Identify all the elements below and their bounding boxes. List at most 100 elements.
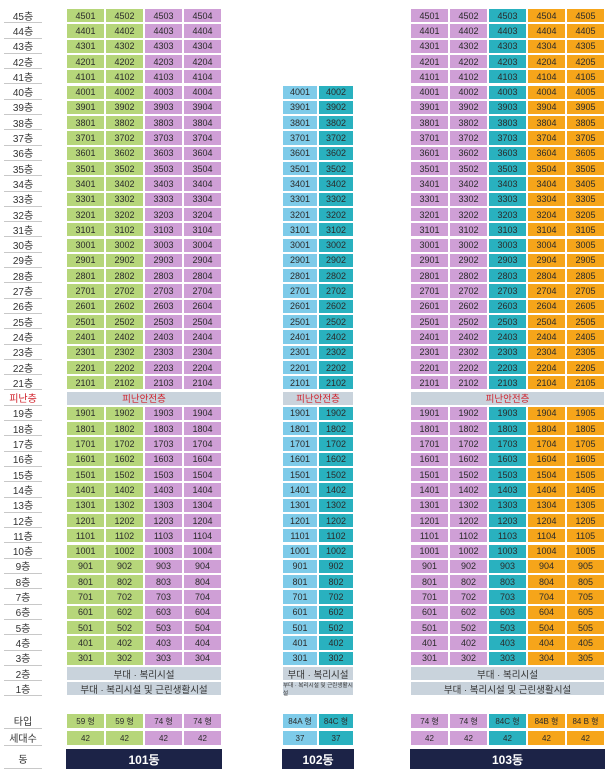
unit-cell[interactable]: 1002	[318, 543, 354, 559]
unit-cell[interactable]: 402	[449, 635, 488, 651]
unit-cell[interactable]: 2801	[66, 268, 105, 284]
unit-cell[interactable]: 4403	[488, 23, 527, 39]
unit-cell[interactable]: 1102	[318, 528, 354, 544]
unit-cell[interactable]: 1205	[566, 512, 605, 529]
unit-cell[interactable]: 3805	[566, 115, 605, 131]
unit-cell[interactable]: 2103	[488, 375, 527, 391]
unit-cell[interactable]: 3102	[449, 222, 488, 238]
unit-cell[interactable]: 2902	[449, 252, 488, 269]
unit-cell[interactable]: 4102	[105, 69, 144, 85]
unit-cell[interactable]: 3102	[105, 222, 144, 238]
unit-cell[interactable]: 1303	[488, 497, 527, 513]
unit-cell[interactable]: 1001	[410, 543, 449, 559]
unit-cell[interactable]: 2804	[527, 268, 566, 284]
unit-cell[interactable]: 1301	[66, 497, 105, 513]
unit-cell[interactable]: 2505	[566, 314, 605, 330]
unit-cell[interactable]: 303	[144, 650, 183, 666]
unit-cell[interactable]: 2204	[527, 359, 566, 376]
unit-cell[interactable]: 1101	[282, 528, 318, 544]
unit-cell[interactable]: 2803	[488, 268, 527, 284]
unit-cell[interactable]: 3802	[318, 115, 354, 131]
unit-cell[interactable]: 1702	[105, 436, 144, 452]
unit-cell[interactable]: 2203	[488, 359, 527, 376]
unit-cell[interactable]: 4302	[449, 38, 488, 54]
unit-cell[interactable]: 1304	[527, 497, 566, 513]
unit-cell[interactable]: 4201	[66, 53, 105, 70]
unit-cell[interactable]: 2901	[410, 252, 449, 269]
unit-cell[interactable]: 1004	[183, 543, 222, 559]
unit-cell[interactable]: 2202	[318, 359, 354, 376]
unit-cell[interactable]: 2102	[318, 375, 354, 391]
unit-cell[interactable]: 4304	[183, 38, 222, 54]
unit-cell[interactable]: 3302	[318, 191, 354, 207]
unit-cell[interactable]: 3003	[488, 237, 527, 253]
unit-cell[interactable]: 402	[318, 635, 354, 651]
unit-cell[interactable]: 2404	[527, 329, 566, 345]
unit-cell[interactable]: 703	[488, 589, 527, 605]
unit-cell[interactable]: 2203	[144, 359, 183, 376]
unit-cell[interactable]: 2101	[282, 375, 318, 391]
unit-cell[interactable]: 1404	[183, 482, 222, 498]
unit-cell[interactable]: 804	[183, 574, 222, 590]
unit-cell[interactable]: 1703	[488, 436, 527, 452]
unit-cell[interactable]: 3004	[527, 237, 566, 253]
unit-cell[interactable]: 1904	[527, 405, 566, 422]
unit-cell[interactable]: 903	[144, 558, 183, 575]
unit-cell[interactable]: 2704	[183, 283, 222, 299]
unit-cell[interactable]: 3002	[105, 237, 144, 253]
unit-cell[interactable]: 2601	[66, 298, 105, 314]
unit-cell[interactable]: 1203	[488, 512, 527, 529]
unit-cell[interactable]: 1303	[144, 497, 183, 513]
unit-cell[interactable]: 2403	[144, 329, 183, 345]
unit-cell[interactable]: 3103	[144, 222, 183, 238]
unit-cell[interactable]: 4303	[488, 38, 527, 54]
unit-cell[interactable]: 3202	[318, 206, 354, 223]
unit-cell[interactable]: 3204	[183, 206, 222, 223]
unit-cell[interactable]: 3403	[144, 176, 183, 192]
unit-cell[interactable]: 3803	[144, 115, 183, 131]
unit-cell[interactable]: 4105	[566, 69, 605, 85]
unit-cell[interactable]: 3104	[527, 222, 566, 238]
unit-cell[interactable]: 1603	[488, 451, 527, 467]
unit-cell[interactable]: 1602	[449, 451, 488, 467]
unit-cell[interactable]: 1801	[282, 421, 318, 437]
unit-cell[interactable]: 1005	[566, 543, 605, 559]
unit-cell[interactable]: 3602	[105, 145, 144, 161]
unit-cell[interactable]: 3301	[66, 191, 105, 207]
unit-cell[interactable]: 1402	[318, 482, 354, 498]
unit-cell[interactable]: 2101	[410, 375, 449, 391]
unit-cell[interactable]: 4201	[410, 53, 449, 70]
unit-cell[interactable]: 3105	[566, 222, 605, 238]
unit-cell[interactable]: 704	[183, 589, 222, 605]
unit-cell[interactable]: 1701	[66, 436, 105, 452]
unit-cell[interactable]: 1003	[144, 543, 183, 559]
unit-cell[interactable]: 4305	[566, 38, 605, 54]
unit-cell[interactable]: 1302	[449, 497, 488, 513]
unit-cell[interactable]: 2604	[527, 298, 566, 314]
unit-cell[interactable]: 2502	[449, 314, 488, 330]
unit-cell[interactable]: 1702	[449, 436, 488, 452]
unit-cell[interactable]: 3101	[282, 222, 318, 238]
unit-cell[interactable]: 1305	[566, 497, 605, 513]
unit-cell[interactable]: 2602	[105, 298, 144, 314]
unit-cell[interactable]: 604	[527, 604, 566, 620]
unit-cell[interactable]: 1502	[105, 467, 144, 483]
unit-cell[interactable]: 2703	[144, 283, 183, 299]
unit-cell[interactable]: 401	[410, 635, 449, 651]
unit-cell[interactable]: 1705	[566, 436, 605, 452]
unit-cell[interactable]: 1601	[410, 451, 449, 467]
unit-cell[interactable]: 3004	[183, 237, 222, 253]
unit-cell[interactable]: 1702	[318, 436, 354, 452]
unit-cell[interactable]: 1202	[105, 512, 144, 529]
unit-cell[interactable]: 903	[488, 558, 527, 575]
unit-cell[interactable]: 2501	[282, 314, 318, 330]
unit-cell[interactable]: 3405	[566, 176, 605, 192]
unit-cell[interactable]: 3304	[183, 191, 222, 207]
unit-cell[interactable]: 702	[318, 589, 354, 605]
unit-cell[interactable]: 4002	[105, 84, 144, 100]
unit-cell[interactable]: 2103	[144, 375, 183, 391]
unit-cell[interactable]: 3704	[183, 130, 222, 146]
unit-cell[interactable]: 702	[105, 589, 144, 605]
unit-cell[interactable]: 4104	[527, 69, 566, 85]
unit-cell[interactable]: 3601	[66, 145, 105, 161]
